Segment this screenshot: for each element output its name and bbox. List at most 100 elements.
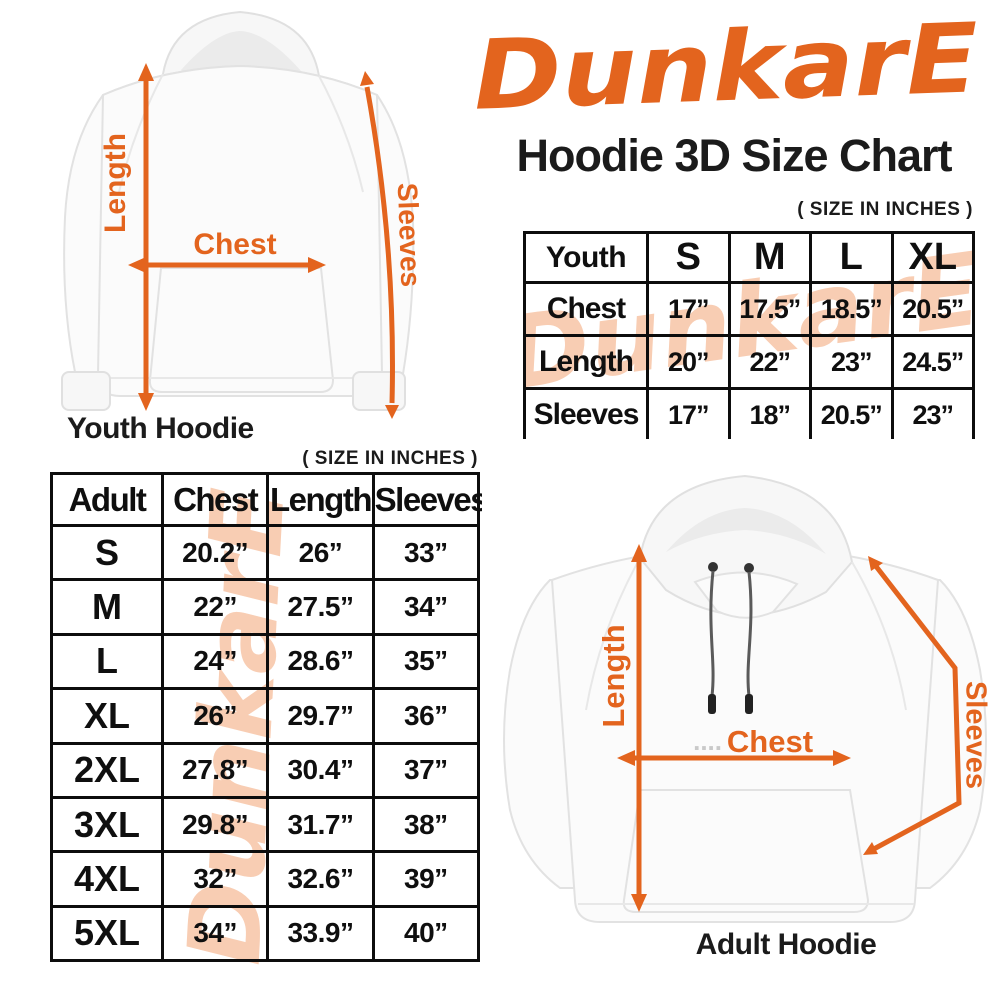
youth-chest-arrowhead-right <box>308 257 326 273</box>
column-header: L <box>809 231 894 284</box>
page-title: Hoodie 3D Size Chart <box>516 130 952 181</box>
value-cell: 20.5” <box>890 281 975 337</box>
row-label: S <box>50 523 164 582</box>
value-cell: 32.6” <box>266 850 375 908</box>
table-row: 4XL 32” 32.6” 39” <box>50 850 481 908</box>
adult-raglan-seam-left <box>585 557 641 711</box>
adult-chest-arrowhead-left <box>617 750 635 766</box>
youth-hoodie-caption: Youth Hoodie <box>67 412 254 445</box>
youth-size-table-container: DunkarE Youth S M L XL Chest 17” 17.5” 18.5” 20.5… <box>523 231 978 439</box>
column-header: M <box>727 231 812 284</box>
adult-length-arrowhead-top <box>631 544 647 562</box>
value-cell: 39” <box>371 850 481 908</box>
row-label: 4XL <box>50 850 164 908</box>
row-label: Sleeves <box>523 387 649 439</box>
value-cell: 33” <box>371 523 481 582</box>
table-header-row: Adult Chest Length Sleeves <box>50 472 482 527</box>
adult-sleeves-arrow <box>870 563 962 853</box>
table-header-row: Youth S M L XL <box>523 231 975 284</box>
youth-length-label: Length <box>99 133 132 233</box>
value-cell: 27.8” <box>160 741 270 799</box>
youth-length-arrowhead-bottom <box>138 393 154 411</box>
value-cell: 18” <box>727 387 812 439</box>
row-label: L <box>50 632 164 691</box>
brand-logo-text: DunkarE <box>472 6 981 130</box>
adult-size-table-container: DunkarE Adult Chest Length Sleeves S 20.2” 26”… <box>50 472 482 966</box>
value-cell: 20” <box>646 334 731 390</box>
value-cell: 38” <box>371 795 481 854</box>
row-label: Chest <box>523 281 649 337</box>
adult-sleeves-arrowhead-bottom <box>863 842 878 855</box>
value-cell: 29.7” <box>266 687 375 745</box>
adult-hood-opening <box>666 508 826 554</box>
youth-chest-label: Chest <box>193 228 276 261</box>
brand-logo: DunkarE <box>472 6 981 130</box>
value-cell: 37” <box>371 741 481 799</box>
row-label: M <box>50 578 164 636</box>
column-header: Length <box>266 472 375 527</box>
value-cell: 17” <box>646 387 731 439</box>
adult-sleeves-arrowhead-top <box>868 556 883 571</box>
youth-hoodie-diagram: Length Chest Sleeves Youth Hoodie <box>15 2 465 454</box>
value-cell: 34” <box>160 904 270 963</box>
value-cell: 23” <box>890 387 975 439</box>
youth-size-unit-note: ( SIZE IN INCHES ) <box>797 199 973 220</box>
row-label: 5XL <box>50 904 164 963</box>
adult-sleeves-label: Sleeves <box>959 681 991 789</box>
youth-chest-arrowhead-left <box>128 257 146 273</box>
table-row: Sleeves 17” 18” 20.5” 23” <box>523 387 975 439</box>
value-cell: 27.5” <box>266 578 375 636</box>
row-label: 3XL <box>50 795 164 854</box>
youth-hoodie-shape <box>61 10 415 411</box>
adult-hood-vneck <box>693 571 799 619</box>
value-cell: 24” <box>160 632 270 691</box>
table-row: L 24” 28.6” 35” <box>50 632 481 691</box>
value-cell: 33.9” <box>266 904 375 963</box>
youth-raglan-seam-right <box>318 75 364 193</box>
value-cell: 26” <box>266 523 375 582</box>
value-cell: 17” <box>646 281 731 337</box>
adult-hoodie-caption: Adult Hoodie <box>695 928 877 961</box>
adult-size-unit-note: ( SIZE IN INCHES ) <box>302 448 478 469</box>
value-cell: 28.6” <box>266 632 375 691</box>
adult-drawstring-right <box>746 571 753 697</box>
youth-raglan-seam-left <box>118 73 164 193</box>
adult-aglet-right <box>745 694 753 714</box>
column-header: S <box>646 231 731 284</box>
adult-eyelet-left <box>708 562 718 572</box>
value-cell: 32” <box>160 850 270 908</box>
row-label: XL <box>50 687 164 745</box>
column-header: XL <box>890 231 975 284</box>
value-cell: 31.7” <box>266 795 375 854</box>
table-row: Chest 17” 17.5” 18.5” 20.5” <box>523 281 975 337</box>
value-cell: 29.8” <box>160 795 270 854</box>
column-header: Sleeves <box>371 472 482 527</box>
adult-raglan-seam-right <box>851 561 907 711</box>
adult-hoodie-diagram: Length .... Chest Sleeves Adult Hoodie <box>490 460 1000 1000</box>
value-cell: 35” <box>371 632 481 691</box>
adult-chest-leader-dots: .... <box>693 726 722 756</box>
youth-sleeves-label: Sleeves <box>392 182 427 287</box>
value-cell: 36” <box>371 687 481 745</box>
youth-measurement-arrows: Length Chest Sleeves <box>99 63 426 419</box>
adult-chest-label: Chest <box>727 724 813 759</box>
adult-length-label: Length <box>596 624 631 727</box>
adult-eyelet-right <box>744 563 754 573</box>
table-row: 2XL 27.8” 30.4” 37” <box>50 741 481 799</box>
youth-pocket <box>148 267 335 393</box>
adult-chest-arrowhead-right <box>833 750 851 766</box>
youth-cuff-left <box>61 371 111 411</box>
adult-pocket <box>622 789 870 913</box>
value-cell: 24.5” <box>890 334 975 390</box>
column-header: Youth <box>523 231 649 284</box>
table-row: 3XL 29.8” 31.7” 38” <box>50 795 481 854</box>
adult-measurement-arrows: Length .... Chest Sleeves <box>596 544 991 912</box>
value-cell: 30.4” <box>266 741 375 799</box>
value-cell: 17.5” <box>727 281 812 337</box>
value-cell: 40” <box>371 904 481 963</box>
value-cell: 34” <box>371 578 481 636</box>
value-cell: 22” <box>160 578 270 636</box>
adult-size-table: Adult Chest Length Sleeves S 20.2” 26” 33” M 22” 2… <box>50 472 482 963</box>
value-cell: 23” <box>809 334 894 390</box>
